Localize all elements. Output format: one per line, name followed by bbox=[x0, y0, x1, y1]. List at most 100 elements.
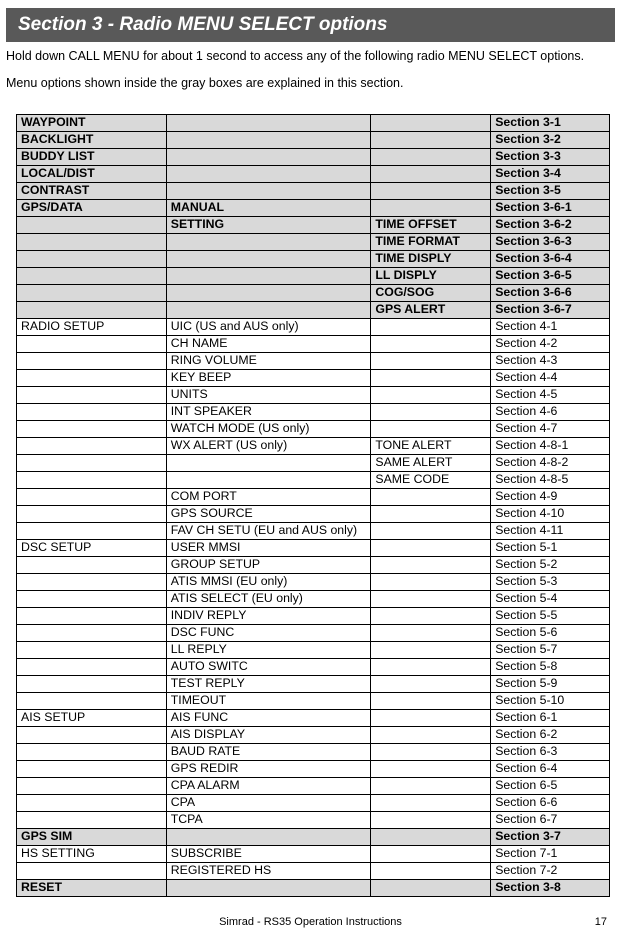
table-cell bbox=[17, 607, 167, 624]
table-cell bbox=[371, 352, 491, 369]
table-cell: DSC FUNC bbox=[166, 624, 371, 641]
table-row: GPS SIMSection 3-7 bbox=[17, 828, 610, 845]
section-header: Section 3 - Radio MENU SELECT options bbox=[6, 8, 615, 42]
table-cell: Section 3-6-2 bbox=[491, 216, 610, 233]
table-cell: Section 3-4 bbox=[491, 165, 610, 182]
table-cell bbox=[371, 607, 491, 624]
table-cell: Section 5-5 bbox=[491, 607, 610, 624]
table-cell: Section 4-9 bbox=[491, 488, 610, 505]
table-cell bbox=[371, 879, 491, 896]
table-cell: KEY BEEP bbox=[166, 369, 371, 386]
table-row: ATIS MMSI (EU only)Section 5-3 bbox=[17, 573, 610, 590]
table-cell: Section 3-7 bbox=[491, 828, 610, 845]
table-cell: HS SETTING bbox=[17, 845, 167, 862]
table-cell bbox=[371, 131, 491, 148]
table-cell bbox=[17, 522, 167, 539]
table-cell: Section 4-6 bbox=[491, 403, 610, 420]
table-cell bbox=[17, 488, 167, 505]
table-row: GROUP SETUPSection 5-2 bbox=[17, 556, 610, 573]
table-row: AIS DISPLAYSection 6-2 bbox=[17, 726, 610, 743]
table-cell bbox=[166, 131, 371, 148]
table-cell: Section 3-6-3 bbox=[491, 233, 610, 250]
table-row: AUTO SWITCSection 5-8 bbox=[17, 658, 610, 675]
table-cell bbox=[371, 556, 491, 573]
table-row: BUDDY LISTSection 3-3 bbox=[17, 148, 610, 165]
table-cell: Section 5-10 bbox=[491, 692, 610, 709]
table-cell: Section 4-3 bbox=[491, 352, 610, 369]
table-row: SAME ALERTSection 4-8-2 bbox=[17, 454, 610, 471]
table-cell bbox=[17, 726, 167, 743]
table-cell: UIC (US and AUS only) bbox=[166, 318, 371, 335]
table-cell bbox=[17, 335, 167, 352]
page-footer: Simrad - RS35 Operation Instructions 17 bbox=[0, 916, 621, 928]
table-row: DSC FUNC Section 5-6 bbox=[17, 624, 610, 641]
table-row: LL REPLYSection 5-7 bbox=[17, 641, 610, 658]
table-cell: AIS SETUP bbox=[17, 709, 167, 726]
table-cell: Section 4-8-5 bbox=[491, 471, 610, 488]
table-row: TIME FORMATSection 3-6-3 bbox=[17, 233, 610, 250]
table-row: COG/SOGSection 3-6-6 bbox=[17, 284, 610, 301]
table-cell bbox=[371, 318, 491, 335]
table-cell: Section 3-1 bbox=[491, 114, 610, 131]
table-row: ATIS SELECT (EU only)Section 5-4 bbox=[17, 590, 610, 607]
table-cell: Section 5-7 bbox=[491, 641, 610, 658]
table-cell: Section 5-8 bbox=[491, 658, 610, 675]
intro-line-1: Hold down CALL MENU for about 1 second t… bbox=[6, 48, 611, 65]
table-cell: Section 3-6-6 bbox=[491, 284, 610, 301]
table-cell: CH NAME bbox=[166, 335, 371, 352]
table-cell bbox=[371, 369, 491, 386]
table-cell bbox=[166, 233, 371, 250]
table-row: INT SPEAKERSection 4-6 bbox=[17, 403, 610, 420]
table-cell bbox=[166, 148, 371, 165]
table-cell bbox=[166, 879, 371, 896]
table-cell: Section 4-4 bbox=[491, 369, 610, 386]
table-cell bbox=[166, 114, 371, 131]
table-row: GPS SOURCE Section 4-10 bbox=[17, 505, 610, 522]
table-cell: RESET bbox=[17, 879, 167, 896]
table-cell bbox=[17, 420, 167, 437]
table-row: UNITSSection 4-5 bbox=[17, 386, 610, 403]
table-cell bbox=[17, 505, 167, 522]
table-cell: BACKLIGHT bbox=[17, 131, 167, 148]
table-cell bbox=[166, 471, 371, 488]
table-cell: Section 3-6-5 bbox=[491, 267, 610, 284]
table-cell: Section 4-8-1 bbox=[491, 437, 610, 454]
table-cell: COM PORT bbox=[166, 488, 371, 505]
table-cell: TIMEOUT bbox=[166, 692, 371, 709]
table-row: GPS/DATAMANUALSection 3-6-1 bbox=[17, 199, 610, 216]
table-cell: Section 5-6 bbox=[491, 624, 610, 641]
table-cell bbox=[17, 675, 167, 692]
table-cell: Section 4-1 bbox=[491, 318, 610, 335]
table-cell: BUDDY LIST bbox=[17, 148, 167, 165]
table-cell bbox=[17, 573, 167, 590]
table-cell: GPS/DATA bbox=[17, 199, 167, 216]
table-cell bbox=[17, 760, 167, 777]
table-cell: WAYPOINT bbox=[17, 114, 167, 131]
table-cell: TIME DISPLY bbox=[371, 250, 491, 267]
table-cell bbox=[371, 403, 491, 420]
table-cell: GPS SOURCE bbox=[166, 505, 371, 522]
table-cell bbox=[166, 267, 371, 284]
table-row: LOCAL/DISTSection 3-4 bbox=[17, 165, 610, 182]
table-cell bbox=[17, 777, 167, 794]
table-cell bbox=[371, 709, 491, 726]
table-cell bbox=[371, 335, 491, 352]
table-row: CONTRASTSection 3-5 bbox=[17, 182, 610, 199]
table-row: GPS REDIRSection 6-4 bbox=[17, 760, 610, 777]
table-cell: Section 5-2 bbox=[491, 556, 610, 573]
table-cell: Section 4-10 bbox=[491, 505, 610, 522]
table-cell bbox=[371, 420, 491, 437]
table-cell: Section 5-3 bbox=[491, 573, 610, 590]
table-cell: CPA ALARM bbox=[166, 777, 371, 794]
table-row: LL DISPLYSection 3-6-5 bbox=[17, 267, 610, 284]
table-cell bbox=[371, 811, 491, 828]
table-cell: SAME CODE bbox=[371, 471, 491, 488]
table-cell bbox=[17, 692, 167, 709]
table-cell: GPS ALERT bbox=[371, 301, 491, 318]
table-cell bbox=[17, 403, 167, 420]
table-cell bbox=[371, 590, 491, 607]
table-cell bbox=[371, 675, 491, 692]
table-cell: Section 7-1 bbox=[491, 845, 610, 862]
table-cell: USER MMSI bbox=[166, 539, 371, 556]
table-cell: Section 6-5 bbox=[491, 777, 610, 794]
